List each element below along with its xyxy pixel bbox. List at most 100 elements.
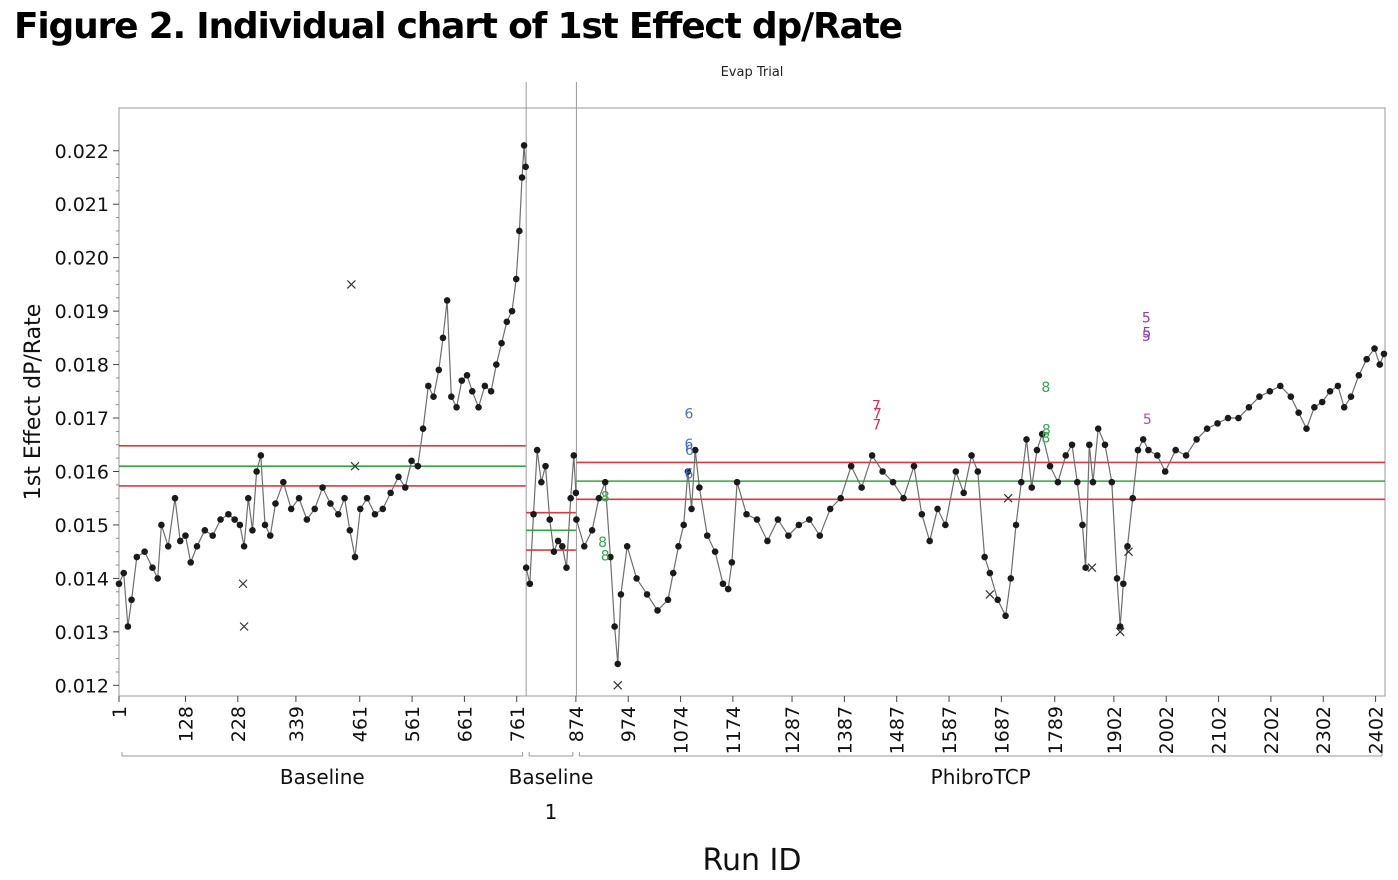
data-point [952, 468, 960, 475]
phase-label: PhibroTCP [931, 765, 1031, 789]
y-tick-label: 0.020 [55, 248, 109, 270]
data-point [387, 489, 394, 497]
data-point [176, 537, 184, 545]
x-tick-label: 461 [350, 706, 372, 742]
rule-marker: 7 [873, 407, 882, 423]
data-point [669, 569, 677, 577]
data-point [960, 489, 967, 497]
data-point [837, 494, 845, 502]
data-point [453, 404, 460, 411]
data-point [567, 494, 574, 502]
y-tick-label: 0.015 [55, 515, 109, 537]
data-point [1094, 425, 1102, 433]
data-point [128, 596, 135, 604]
data-point [1134, 446, 1142, 454]
data-point [879, 468, 886, 475]
x-tick-label: 228 [228, 706, 250, 742]
data-point [806, 516, 813, 523]
data-point [401, 484, 409, 491]
x-tick-label: 661 [454, 706, 476, 742]
y-axis-title: 1st Effect dP/Rate [21, 304, 46, 500]
data-point [217, 516, 224, 523]
data-point [633, 575, 640, 582]
data-point [533, 446, 541, 454]
control-limits [119, 445, 1385, 551]
data-point [1193, 436, 1200, 443]
data-point [266, 532, 274, 539]
x-tick-label: 1074 [671, 706, 693, 754]
data-point [244, 494, 252, 502]
x-tick-label: 761 [507, 706, 529, 742]
data-point [520, 142, 528, 149]
data-point [272, 500, 279, 507]
data-point [443, 297, 451, 304]
data-point [696, 484, 703, 491]
data-point [774, 516, 782, 523]
data-point [187, 559, 194, 566]
x-tick-label: 2002 [1156, 706, 1178, 754]
rule-marker: 6 [684, 437, 693, 453]
data-point [240, 543, 248, 550]
y-tick-label: 0.022 [55, 141, 109, 163]
data-point [508, 307, 516, 315]
data-point [724, 585, 732, 593]
data-point [371, 510, 379, 518]
data-point [1079, 521, 1086, 529]
axes [113, 150, 1377, 702]
data-point [1182, 452, 1190, 459]
data-point [327, 500, 334, 507]
data-point [1012, 521, 1020, 529]
data-point [743, 510, 750, 518]
data-point [257, 452, 265, 459]
x-tick-label: 339 [286, 706, 308, 742]
data-point [463, 371, 471, 379]
data-point [430, 393, 437, 400]
data-point [171, 494, 179, 502]
data-point [942, 521, 949, 529]
data-point [1224, 414, 1232, 422]
data-point [1340, 404, 1348, 411]
data-point [414, 462, 422, 470]
data-point [395, 473, 402, 481]
data-point [356, 505, 364, 513]
data-point [981, 553, 988, 561]
data-point [154, 575, 162, 582]
data-point [341, 494, 348, 502]
data-point [1068, 441, 1076, 449]
excluded-point [346, 279, 356, 289]
figure-title: Figure 2. Individual chart of 1st Effect… [14, 6, 903, 47]
data-point [518, 174, 526, 181]
x-tick-label: 128 [175, 706, 197, 742]
x-tick-label: 874 [566, 706, 588, 742]
x-tick-label: 1902 [1104, 706, 1126, 754]
data-point [201, 526, 209, 534]
data-point [435, 366, 443, 374]
data-point [1203, 425, 1211, 433]
x-tick-label: 1287 [782, 706, 804, 754]
data-point [601, 478, 609, 486]
excluded-point [350, 461, 360, 471]
data-point [918, 510, 926, 518]
data-point [795, 521, 803, 529]
rule-marker: 8 [601, 548, 610, 564]
data-point [1073, 478, 1081, 486]
data-point [826, 505, 834, 513]
plot-border [118, 107, 1386, 697]
data-series [115, 142, 1388, 690]
phase-sublabel: 1 [545, 800, 558, 824]
y-tick-label: 0.019 [55, 301, 109, 323]
data-point [225, 510, 232, 518]
data-point [554, 537, 562, 545]
x-tick-label: 1687 [991, 706, 1013, 754]
data-point [1002, 612, 1009, 620]
excluded-point [238, 579, 248, 589]
data-point [1376, 361, 1384, 368]
data-point [614, 660, 622, 668]
group-label: Evap Trial [721, 65, 784, 80]
data-point [1033, 446, 1041, 454]
data-point [1303, 425, 1310, 433]
data-point [900, 494, 907, 502]
data-point [816, 532, 824, 539]
data-point [1161, 468, 1169, 475]
